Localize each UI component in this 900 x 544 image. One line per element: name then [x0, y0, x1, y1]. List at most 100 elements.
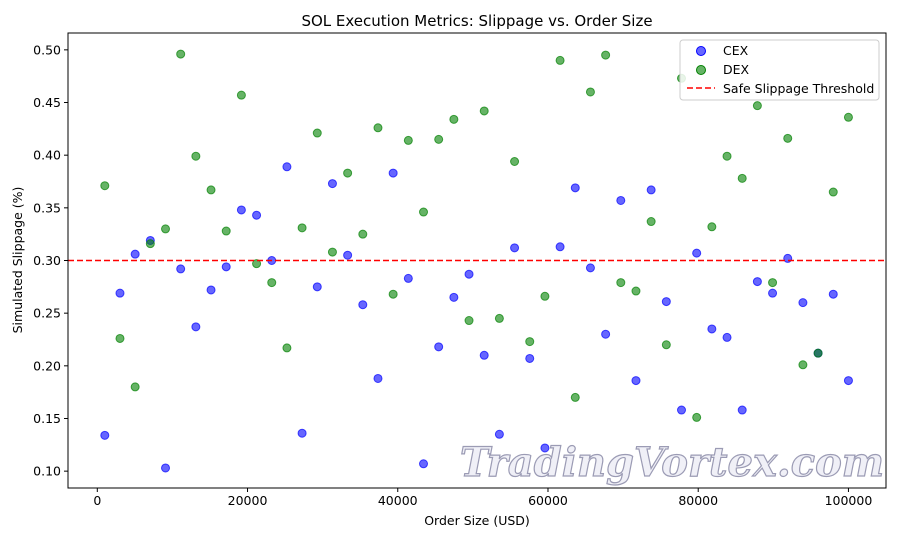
point-dex	[494, 313, 504, 323]
point-dex	[130, 382, 140, 392]
point-dex	[631, 286, 641, 296]
point-dex	[555, 55, 565, 65]
x-tick-label: 80000	[678, 493, 718, 508]
point-cex	[388, 168, 398, 178]
point-dex	[737, 173, 747, 183]
point-dex	[768, 278, 778, 288]
legend: CEX DEX Safe Slippage Threshold	[679, 39, 880, 101]
point-dex	[236, 90, 246, 100]
point-cex	[510, 243, 520, 253]
point-cex	[494, 429, 504, 439]
point-dex	[297, 223, 307, 233]
point-cex	[115, 288, 125, 298]
point-cex	[358, 300, 368, 310]
point-dex	[434, 134, 444, 144]
point-dex	[358, 229, 368, 239]
point-dex	[373, 123, 383, 133]
point-cex	[419, 459, 429, 469]
point-dex	[616, 278, 626, 288]
point-cex	[252, 210, 262, 220]
point-cex	[327, 179, 337, 189]
point-cex	[692, 248, 702, 258]
point-cex	[161, 463, 171, 473]
point-dex	[783, 133, 793, 143]
point-cex	[843, 376, 853, 386]
point-cex	[191, 322, 201, 332]
point-dex	[692, 412, 702, 422]
point-cex	[100, 430, 110, 440]
point-cex	[828, 289, 838, 299]
chart-title: SOL Execution Metrics: Slippage vs. Orde…	[301, 12, 652, 30]
point-dex	[570, 392, 580, 402]
point-cex	[464, 269, 474, 279]
point-dex	[191, 151, 201, 161]
point-dex	[661, 340, 671, 350]
point-cex	[677, 405, 687, 415]
watermark: TradingVortex.com	[460, 439, 884, 486]
point-dex	[176, 49, 186, 59]
point-cex	[585, 263, 595, 273]
point-dex	[828, 187, 838, 197]
point-dex	[540, 291, 550, 301]
y-tick-label: 0.20	[33, 358, 61, 373]
legend-label-dex: DEX	[723, 62, 750, 77]
point-dex	[585, 87, 595, 97]
point-dex	[327, 247, 337, 257]
x-tick-label: 60000	[528, 493, 568, 508]
point-cex	[373, 373, 383, 383]
point-cex	[282, 162, 292, 172]
point-dex	[221, 226, 231, 236]
point-dex	[464, 316, 474, 326]
point-dex	[707, 222, 717, 232]
point-cex	[206, 285, 216, 295]
point-dex	[267, 278, 277, 288]
y-tick-label: 0.50	[33, 42, 61, 57]
point-cex	[722, 332, 732, 342]
point-cex	[449, 292, 459, 302]
x-tick-label: 0	[93, 493, 101, 508]
point-dex	[206, 185, 216, 195]
point-cex	[737, 405, 747, 415]
point-dex	[419, 207, 429, 217]
x-tick-label: 20000	[228, 493, 268, 508]
y-tick-label: 0.40	[33, 148, 61, 163]
point-cex	[601, 329, 611, 339]
point-cex	[479, 350, 489, 360]
point-cex	[236, 205, 246, 215]
x-axis-label: Order Size (USD)	[424, 513, 530, 528]
point-cex	[130, 249, 140, 259]
point-dex	[145, 239, 155, 249]
point-cex	[434, 342, 444, 352]
legend-marker-cex	[696, 46, 706, 56]
y-tick-label: 0.15	[33, 411, 61, 426]
point-dex	[646, 217, 656, 227]
point-dex	[752, 101, 762, 111]
point-dex	[510, 156, 520, 166]
y-tick-label: 0.45	[33, 95, 61, 110]
x-tick-label: 40000	[378, 493, 418, 508]
point-dex	[115, 333, 125, 343]
point-dex	[479, 106, 489, 116]
point-dex	[312, 128, 322, 138]
point-dex	[813, 348, 823, 358]
y-tick-label: 0.30	[33, 253, 61, 268]
plot-frame	[67, 32, 887, 489]
point-cex	[540, 443, 550, 453]
point-cex	[525, 353, 535, 363]
point-cex	[403, 273, 413, 283]
point-cex	[343, 250, 353, 260]
y-tick-label: 0.35	[33, 200, 61, 215]
point-dex	[722, 151, 732, 161]
point-dex	[601, 50, 611, 60]
point-dex	[100, 181, 110, 191]
point-dex	[843, 112, 853, 122]
point-dex	[798, 360, 808, 370]
point-cex	[176, 264, 186, 274]
point-cex	[661, 297, 671, 307]
point-cex	[616, 195, 626, 205]
y-tick-label: 0.10	[33, 464, 61, 479]
point-cex	[646, 185, 656, 195]
point-cex	[570, 183, 580, 193]
legend-marker-dex	[696, 65, 706, 75]
